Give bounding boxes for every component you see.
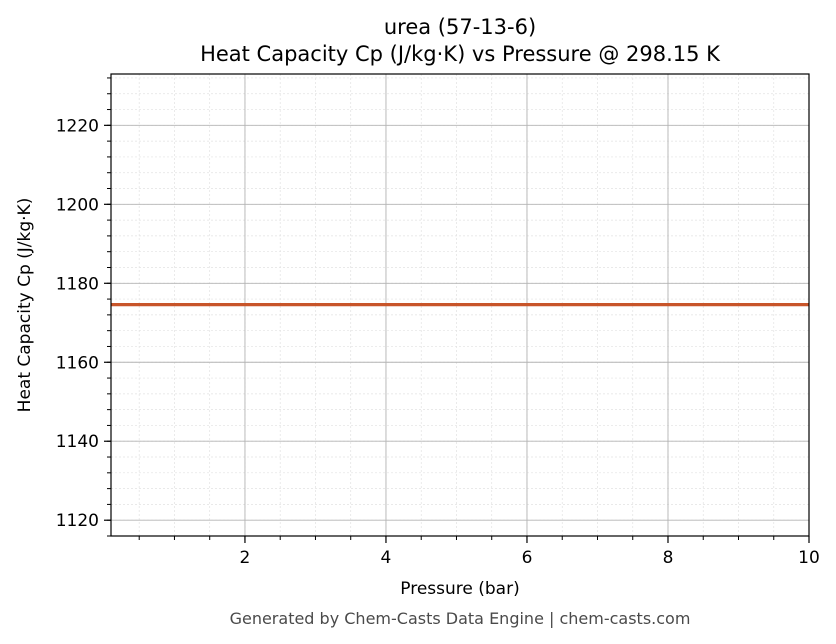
chart-subtitle: Heat Capacity Cp (J/kg·K) vs Pressure @ … <box>200 42 721 66</box>
x-tick-label: 4 <box>381 548 392 568</box>
y-tick-label: 1140 <box>56 432 99 452</box>
y-tick-label: 1200 <box>56 195 99 215</box>
y-tick-label: 1180 <box>56 274 99 294</box>
chart-title: urea (57-13-6) <box>384 15 536 39</box>
plot-frame <box>110 73 810 537</box>
y-tick-label: 1120 <box>56 511 99 531</box>
y-tick-labels: 1120 1140 1160 1180 1200 1220 <box>56 116 99 531</box>
x-axis-label: Pressure (bar) <box>400 579 519 599</box>
x-tick-label: 6 <box>522 548 533 568</box>
y-tick-label: 1220 <box>56 116 99 136</box>
x-tick-label: 2 <box>240 548 251 568</box>
x-tick-label: 10 <box>798 548 820 568</box>
y-axis-label: Heat Capacity Cp (J/kg·K) <box>15 198 35 413</box>
y-tick-label: 1160 <box>56 353 99 373</box>
footer-credit: Generated by Chem-Casts Data Engine | ch… <box>230 609 691 628</box>
x-tick-label: 8 <box>663 548 674 568</box>
x-tick-labels: 2 4 6 8 10 <box>240 548 820 568</box>
ticks-layer <box>104 77 810 543</box>
